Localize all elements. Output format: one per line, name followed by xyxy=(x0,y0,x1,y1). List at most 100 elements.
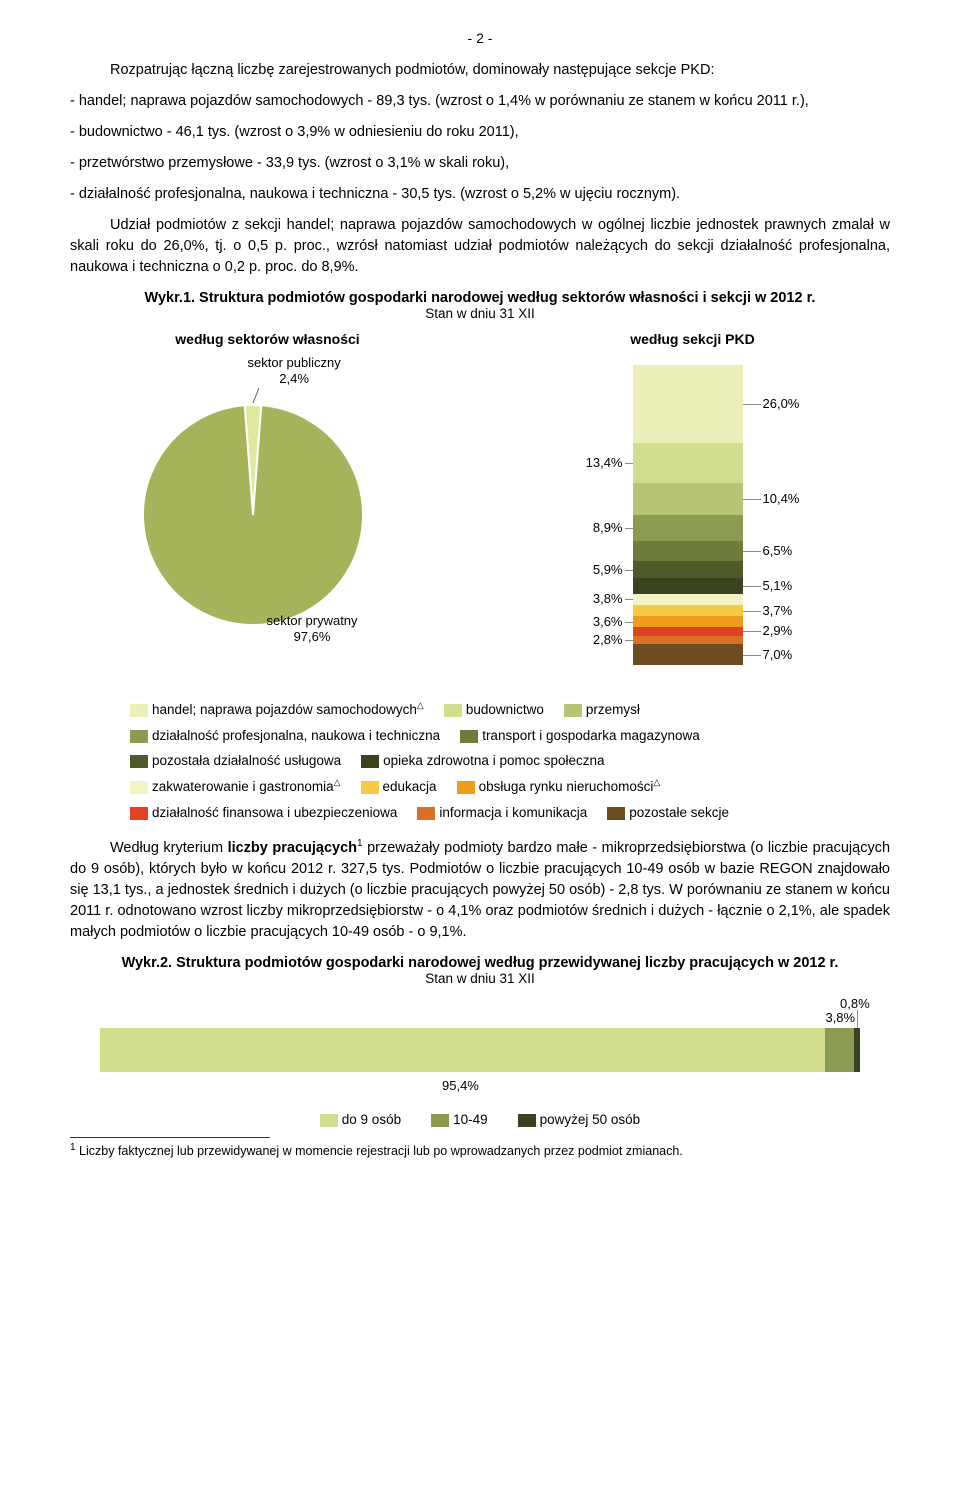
pie-svg xyxy=(103,355,433,655)
leader-line xyxy=(625,528,633,529)
leader-line xyxy=(743,586,761,587)
stack-segment xyxy=(633,616,743,627)
stack-segment xyxy=(633,483,743,514)
leader-line xyxy=(743,655,761,656)
swatch-icon xyxy=(361,755,379,768)
swatch-icon xyxy=(130,704,148,717)
swatch-icon xyxy=(130,781,148,794)
swatch-icon xyxy=(564,704,582,717)
chart2-subtitle: Stan w dniu 31 XII xyxy=(70,971,890,986)
legend-label: powyżej 50 osób xyxy=(540,1112,641,1127)
swatch-icon xyxy=(130,755,148,768)
pie-label-private: sektor prywatny 97,6% xyxy=(267,613,358,644)
leader-line xyxy=(743,551,761,552)
pie-title: według sektorów własności xyxy=(70,331,465,347)
stack-segment xyxy=(633,594,743,605)
legend-label: pozostałe sekcje xyxy=(629,805,729,820)
stacked-bar: 26,0%13,4%10,4%8,9%6,5%5,9%5,1%3,8%3,7%3… xyxy=(543,355,843,675)
legend-row: handel; naprawa pojazdów samochodowych△b… xyxy=(130,697,830,723)
stack-label-left: 8,9% xyxy=(543,520,623,535)
leader-line xyxy=(743,404,761,405)
hbar-segment xyxy=(825,1028,854,1072)
hbar-segment xyxy=(100,1028,825,1072)
stack-label-left: 3,6% xyxy=(543,614,623,629)
leader-line xyxy=(625,463,633,464)
intro-paragraph: Rozpatrując łączną liczbę zarejestrowany… xyxy=(70,60,890,81)
swatch-icon xyxy=(431,1114,449,1127)
swatch-icon xyxy=(417,807,435,820)
footnote: 1 Liczby faktycznej lub przewidywanej w … xyxy=(70,1142,890,1158)
stack-segment xyxy=(633,578,743,593)
swatch-icon xyxy=(444,704,462,717)
legend-row: zakwaterowanie i gastronomia△edukacjaobs… xyxy=(130,774,830,800)
legend-row: działalność profesjonalna, naukowa i tec… xyxy=(130,723,830,749)
chart1-title: Wykr.1. Struktura podmiotów gospodarki n… xyxy=(70,290,890,306)
stack-segment xyxy=(633,443,743,483)
stack-label-right: 3,7% xyxy=(763,603,793,618)
swatch-icon xyxy=(518,1114,536,1127)
hbar-label: 95,4% xyxy=(442,1078,479,1093)
stack-label-right: 5,1% xyxy=(763,578,793,593)
stack-segment xyxy=(633,515,743,542)
stack-segment xyxy=(633,636,743,644)
swatch-icon xyxy=(460,730,478,743)
stack-segment xyxy=(633,627,743,636)
footnote-text: Liczby faktycznej lub przewidywanej w mo… xyxy=(76,1144,683,1158)
legend-row: pozostała działalność usługowaopieka zdr… xyxy=(130,748,830,774)
footnote-sep xyxy=(70,1137,270,1138)
pie-chart: sektor publiczny 2,4% sektor prywatny 97… xyxy=(103,355,433,655)
bullet-1: - handel; naprawa pojazdów samochodowych… xyxy=(70,91,890,112)
para3-bold: liczby pracujących xyxy=(228,840,357,856)
leader-line xyxy=(743,631,761,632)
legend-row: działalność finansowa i ubezpieczeniowai… xyxy=(130,800,830,826)
legend-label: handel; naprawa pojazdów samochodowych xyxy=(152,702,417,717)
stack-label-left: 3,8% xyxy=(543,591,623,606)
paragraph-3: Według kryterium liczby pracujących1 prz… xyxy=(70,837,890,943)
legend-label: do 9 osób xyxy=(342,1112,401,1127)
triangle-icon: △ xyxy=(334,777,341,787)
swatch-icon xyxy=(130,807,148,820)
swatch-icon xyxy=(130,730,148,743)
triangle-icon: △ xyxy=(653,777,660,787)
leader-line xyxy=(857,1010,858,1028)
stack-title: według sekcji PKD xyxy=(495,331,890,347)
document-page: - 2 - Rozpatrując łączną liczbę zarejest… xyxy=(0,0,960,1188)
stack-label-right: 26,0% xyxy=(763,396,800,411)
leader-line xyxy=(625,640,633,641)
pie-label-private-pct: 97,6% xyxy=(294,629,331,644)
stack-label-right: 7,0% xyxy=(763,647,793,662)
legend-label: działalność profesjonalna, naukowa i tec… xyxy=(152,728,440,743)
stack-label-right: 10,4% xyxy=(763,491,800,506)
stack-label-left: 2,8% xyxy=(543,632,623,647)
swatch-icon xyxy=(457,781,475,794)
pie-label-public-text: sektor publiczny xyxy=(248,355,341,370)
legend-label: przemysł xyxy=(586,702,640,717)
legend-label: budownictwo xyxy=(466,702,544,717)
pie-label-private-text: sektor prywatny xyxy=(267,613,358,628)
stack-label-right: 6,5% xyxy=(763,543,793,558)
legend-label: transport i gospodarka magazynowa xyxy=(482,728,700,743)
leader-line xyxy=(625,622,633,623)
bullet-4: - działalność profesjonalna, naukowa i t… xyxy=(70,184,890,205)
stack-segment xyxy=(633,541,743,561)
stack-segment xyxy=(633,605,743,616)
charts-row: według sektorów własności sektor publicz… xyxy=(70,331,890,675)
chart1-subtitle: Stan w dniu 31 XII xyxy=(70,306,890,321)
legend-label: 10-49 xyxy=(453,1112,488,1127)
hbar-legend: do 9 osób 10-49 powyżej 50 osób xyxy=(70,1112,890,1127)
leader-line xyxy=(743,611,761,612)
pie-label-public: sektor publiczny 2,4% xyxy=(248,355,341,386)
para3-before: Według kryterium xyxy=(110,840,228,856)
page-number: - 2 - xyxy=(70,30,890,46)
pie-label-public-pct: 2,4% xyxy=(279,371,309,386)
leader-line xyxy=(743,499,761,500)
swatch-icon xyxy=(361,781,379,794)
stack-segment xyxy=(633,644,743,665)
stack-label-right: 2,9% xyxy=(763,623,793,638)
stack-chart-col: według sekcji PKD 26,0%13,4%10,4%8,9%6,5… xyxy=(495,331,890,675)
stack-bar-body xyxy=(633,365,743,665)
legend-label: opieka zdrowotna i pomoc społeczna xyxy=(383,753,604,768)
legend-label: obsługa rynku nieruchomości xyxy=(479,779,654,794)
stack-segment xyxy=(633,561,743,579)
leader-line xyxy=(625,599,633,600)
